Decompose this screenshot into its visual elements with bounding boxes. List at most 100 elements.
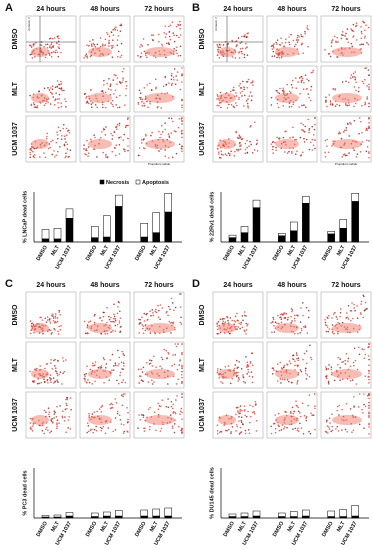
event-cloud <box>218 369 236 379</box>
event-dot <box>233 89 235 92</box>
event-dot <box>296 364 299 367</box>
event-dot <box>239 412 242 415</box>
bar-segment <box>115 206 123 243</box>
event-dot <box>368 404 370 407</box>
event-dot <box>368 415 370 417</box>
event-dot <box>217 48 219 51</box>
event-dot <box>328 417 331 419</box>
event-dot <box>233 155 236 157</box>
event-dot <box>149 425 151 428</box>
event-dot <box>158 130 160 133</box>
event-dot <box>325 366 327 368</box>
event-dot <box>54 99 56 102</box>
event-dot <box>343 129 346 132</box>
event-dot <box>118 144 121 146</box>
event-dot <box>286 152 289 154</box>
event-dot <box>56 35 59 38</box>
event-cloud <box>275 415 299 425</box>
event-dot <box>363 295 365 298</box>
event-dot <box>92 431 95 434</box>
event-dot <box>177 55 180 57</box>
event-dot <box>368 86 370 88</box>
event-dot <box>116 312 119 315</box>
event-dot <box>179 306 182 308</box>
event-dot <box>141 371 144 373</box>
event-dot <box>56 137 59 140</box>
event-dot <box>112 28 114 31</box>
event-dot <box>348 104 351 106</box>
event-dot <box>120 325 122 328</box>
event-dot <box>49 91 52 94</box>
event-dot <box>104 44 106 47</box>
event-dot <box>359 312 362 314</box>
event-dot <box>99 426 102 429</box>
event-dot <box>284 41 287 44</box>
bar-segment <box>103 236 111 243</box>
event-dot <box>247 98 249 100</box>
event-dot <box>29 422 32 424</box>
event-dot <box>314 117 316 119</box>
event-dot <box>278 322 280 325</box>
event-dot <box>220 153 223 156</box>
event-dot <box>235 131 237 134</box>
event-dot <box>334 311 336 314</box>
bar-segment <box>339 509 347 517</box>
event-dot <box>296 357 298 360</box>
event-dot <box>65 106 67 108</box>
event-dot <box>145 313 148 316</box>
flow-cytometry-plot <box>212 291 264 339</box>
event-dot <box>141 98 144 101</box>
bar-segment <box>91 226 99 238</box>
event-dot <box>139 322 142 324</box>
event-dot <box>118 106 121 109</box>
event-dot <box>140 52 143 54</box>
event-dot <box>237 37 240 39</box>
event-dot <box>101 131 103 133</box>
bar-segment <box>351 201 359 243</box>
event-dot <box>29 426 32 429</box>
event-dot <box>112 39 114 41</box>
event-dot <box>364 102 367 105</box>
event-dot <box>288 43 291 46</box>
flow-cytometry-plot <box>266 391 318 439</box>
flow-cytometry-plot <box>79 391 131 439</box>
event-dot <box>141 324 143 326</box>
event-dot <box>144 329 147 332</box>
event-cloud <box>88 369 112 379</box>
event-dot <box>350 310 353 312</box>
event-dot <box>295 87 298 90</box>
event-dot <box>175 383 178 385</box>
event-dot <box>293 45 296 48</box>
event-dot <box>163 32 165 34</box>
event-dot <box>231 377 234 380</box>
event-dot <box>86 324 89 326</box>
event-dot <box>53 104 56 106</box>
event-dot <box>140 43 142 46</box>
event-dot <box>333 332 335 335</box>
bar-segment <box>351 505 359 517</box>
event-dot <box>291 86 294 89</box>
event-dot <box>246 102 249 105</box>
time-label: 24 hours <box>223 6 252 13</box>
event-dot <box>159 136 161 139</box>
event-dot <box>217 320 220 323</box>
bar-segment <box>302 509 310 517</box>
event-dot <box>171 156 174 159</box>
event-dot <box>86 57 89 59</box>
bar-segment <box>164 193 172 213</box>
flow-cytometry-plot <box>133 391 185 439</box>
event-dot <box>368 369 370 372</box>
event-dot <box>60 102 63 104</box>
bar-segment <box>278 512 286 517</box>
event-dot <box>111 403 114 406</box>
event-dot <box>31 150 34 153</box>
event-dot <box>332 330 334 333</box>
event-dot <box>101 319 103 322</box>
bar-segment <box>41 229 50 240</box>
event-dot <box>66 134 68 137</box>
event-dot <box>218 431 221 434</box>
event-dot <box>181 343 183 345</box>
event-dot <box>56 320 59 323</box>
event-dot <box>363 393 365 395</box>
event-dot <box>119 310 121 313</box>
